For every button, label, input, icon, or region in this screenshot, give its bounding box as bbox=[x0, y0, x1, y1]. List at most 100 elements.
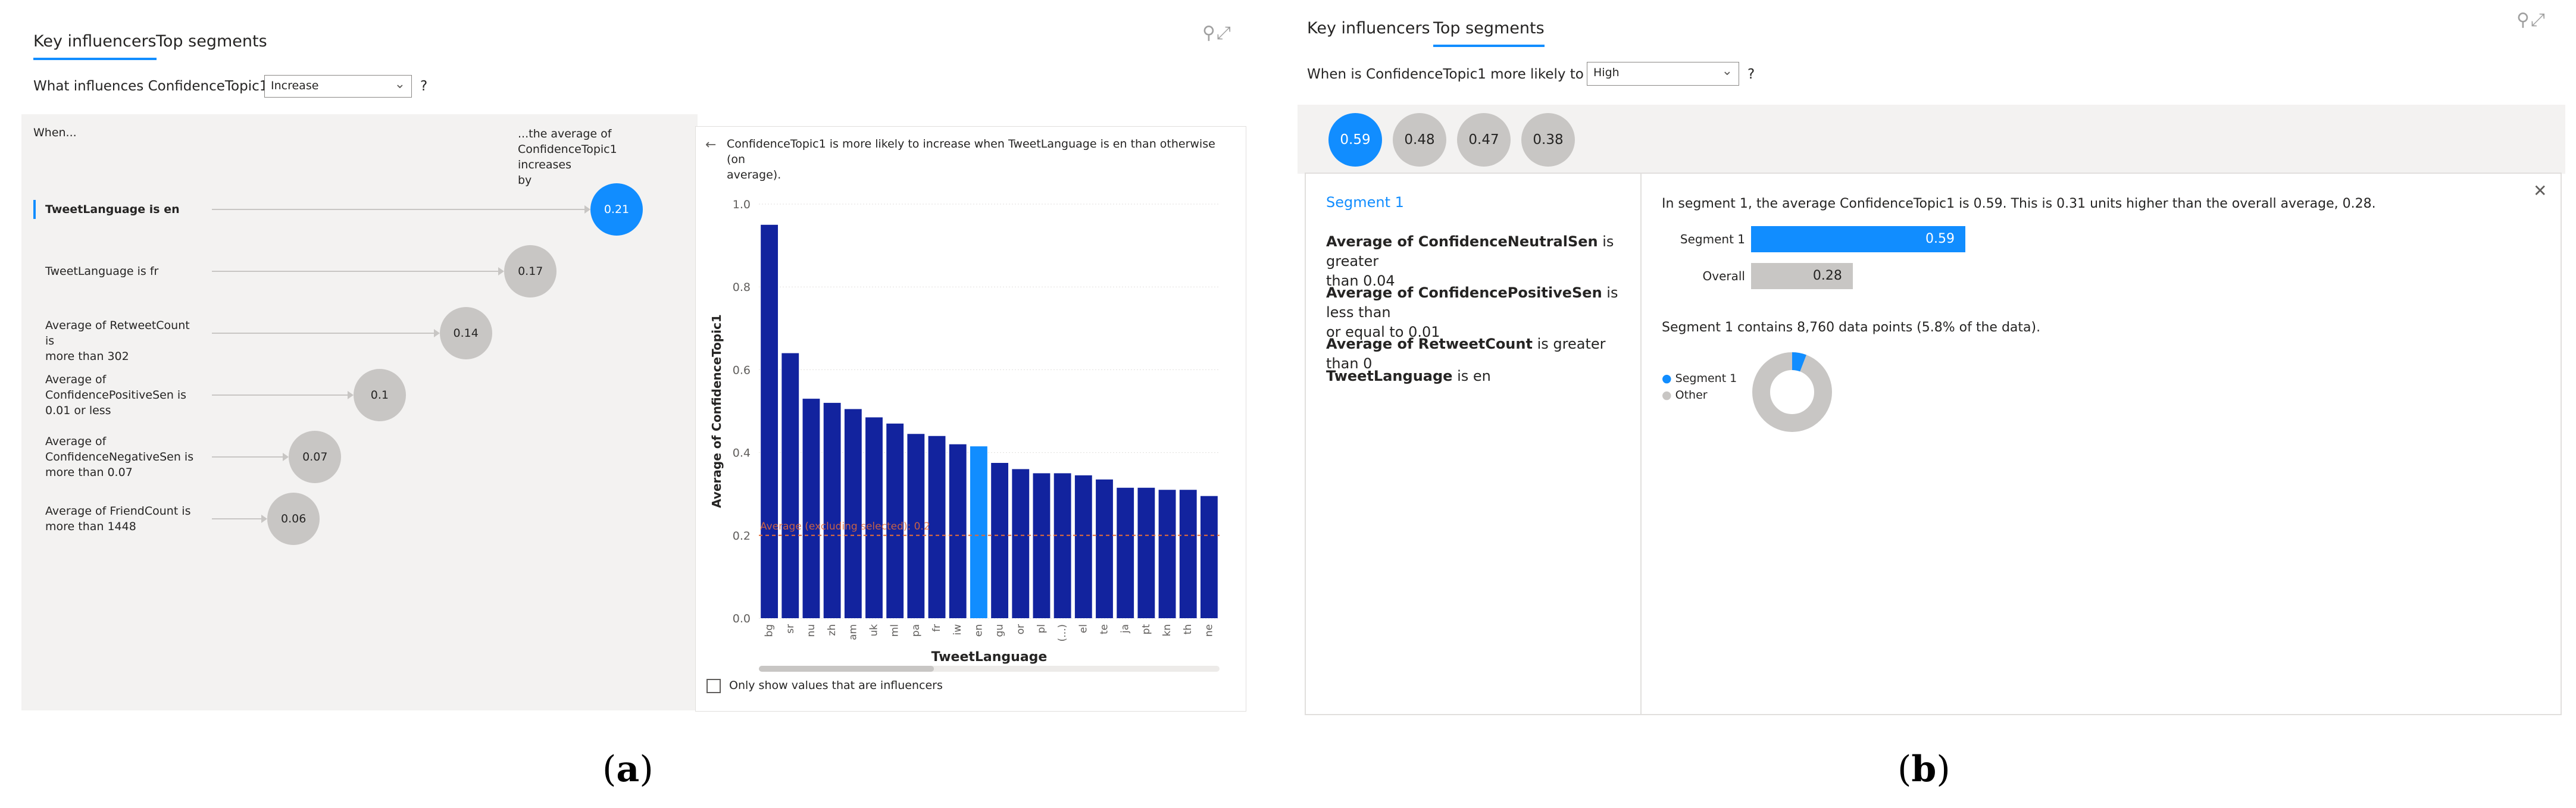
factor-connector-line bbox=[212, 456, 283, 458]
factor-label[interactable]: Average of RetweetCount is more than 302 bbox=[45, 319, 190, 363]
increase-dropdown[interactable]: Increase ⌄ bbox=[264, 75, 412, 98]
chevron-down-icon: ⌄ bbox=[394, 77, 405, 92]
segment-value-bar: 0.59 bbox=[1751, 226, 1965, 252]
bar-pa bbox=[907, 434, 925, 618]
caption-b: (b) bbox=[1897, 749, 1950, 790]
increase-by-label: ...the average of ConfidenceTopic1 incre… bbox=[518, 127, 617, 187]
segment-bubble-3[interactable]: 0.47 bbox=[1457, 113, 1511, 167]
x-tick-label: te bbox=[1099, 624, 1111, 634]
segment-summary: In segment 1, the average ConfidenceTopi… bbox=[1662, 196, 2376, 211]
arrow-right-icon bbox=[347, 391, 354, 399]
overall-value-bar: 0.28 bbox=[1751, 263, 1853, 289]
bar-gu bbox=[991, 463, 1009, 618]
x-tick-label: am bbox=[847, 624, 859, 640]
influencers-only-checkbox[interactable] bbox=[706, 679, 721, 693]
x-tick-label: or bbox=[1015, 624, 1027, 634]
influencer-detail-panel: ← ConfidenceTopic1 is more likely to inc… bbox=[695, 126, 1246, 712]
x-axis-title: TweetLanguage bbox=[931, 650, 1048, 665]
factor-label[interactable]: Average of ConfidencePositiveSen is 0.01 o… bbox=[45, 373, 187, 417]
bar-or bbox=[1012, 469, 1030, 618]
bar-sr bbox=[781, 353, 799, 618]
arrow-right-icon bbox=[261, 515, 268, 523]
x-tick-label: th bbox=[1182, 624, 1194, 634]
factor-label[interactable]: Average of FriendCount is more than 1448 bbox=[45, 505, 191, 533]
dropdown-value: Increase bbox=[271, 79, 319, 92]
bar-fr bbox=[928, 436, 946, 618]
donut-segment-arc bbox=[1752, 352, 1832, 432]
y-tick-label: 0.2 bbox=[733, 530, 751, 543]
checkbox-label: Only show values that are influencers bbox=[729, 679, 943, 692]
factor-label[interactable]: Average of ConfidenceNegativeSen is more t… bbox=[45, 435, 194, 479]
segment-condition: Average of RetweetCount is greater than … bbox=[1326, 336, 1606, 372]
factor-label[interactable]: TweetLanguage is en bbox=[45, 203, 180, 216]
factor-connector-line bbox=[212, 271, 499, 272]
y-tick-label: 1.0 bbox=[733, 198, 751, 211]
tab-top-segments[interactable]: Top segments bbox=[156, 32, 267, 51]
segment-divider bbox=[1640, 174, 1642, 714]
donut-other-arc bbox=[1752, 352, 1832, 432]
y-tick-label: 0.4 bbox=[733, 447, 751, 460]
legend-other: ● Other bbox=[1662, 389, 1708, 402]
factor-value-bubble[interactable]: 0.07 bbox=[289, 431, 342, 483]
caption-a: (a) bbox=[602, 749, 654, 790]
x-tick-label: uk bbox=[868, 624, 880, 637]
x-tick-label: kn bbox=[1161, 624, 1173, 637]
bar-ja bbox=[1117, 487, 1134, 618]
back-arrow-icon[interactable]: ← bbox=[705, 137, 717, 152]
segment-bubble-2[interactable]: 0.48 bbox=[1393, 113, 1446, 167]
bar-am bbox=[844, 409, 862, 618]
segment-detail-box bbox=[1305, 173, 2562, 715]
x-tick-label: bg bbox=[764, 624, 776, 637]
arrow-right-icon bbox=[433, 329, 440, 337]
tab-top-segments-b[interactable]: Top segments bbox=[1433, 19, 1545, 47]
when-label: When... bbox=[33, 126, 77, 139]
factor-value-bubble[interactable]: 0.17 bbox=[504, 245, 557, 297]
segment-bubble-1[interactable]: 0.59 bbox=[1328, 113, 1382, 167]
y-tick-label: 0.6 bbox=[733, 364, 751, 377]
segment-bubble-4[interactable]: 0.38 bbox=[1521, 113, 1575, 167]
x-tick-label: en bbox=[973, 624, 984, 637]
factor-connector-line bbox=[212, 518, 262, 519]
x-tick-label: ne bbox=[1203, 624, 1215, 637]
segment-bar-label: Segment 1 bbox=[1680, 232, 1745, 246]
arrow-right-icon bbox=[498, 267, 505, 275]
bar-en bbox=[970, 446, 987, 618]
segment-question: When is ConfidenceTopic1 more likely to … bbox=[1307, 67, 1605, 82]
x-tick-label: fr bbox=[931, 624, 943, 632]
expand-icon[interactable]: ⤢ bbox=[2530, 10, 2546, 30]
segment-condition: Average of ConfidencePositiveSen is less… bbox=[1326, 284, 1618, 340]
tab-key-influencers-b[interactable]: Key influencers bbox=[1307, 19, 1430, 37]
bar-chart: 0.0 0.2 0.4 0.6 0.8 1.0 bg sr nu zh am uk ml pa fr iw en… bbox=[709, 198, 1220, 672]
expand-icon[interactable]: ⤢ bbox=[1216, 23, 1232, 43]
dropdown-value: High bbox=[1593, 66, 1620, 79]
factor-value-bubble[interactable]: 0.14 bbox=[439, 307, 492, 359]
factor-value-bubble[interactable]: 0.1 bbox=[353, 369, 406, 421]
factor-label[interactable]: TweetLanguage is fr bbox=[45, 265, 159, 278]
y-tick-label: 0.0 bbox=[733, 612, 751, 625]
filter-icon[interactable]: ⚲ bbox=[2516, 10, 2531, 30]
x-tick-label: gu bbox=[994, 624, 1006, 637]
close-icon[interactable]: ✕ bbox=[2533, 181, 2547, 201]
factor-value-bubble[interactable]: 0.21 bbox=[590, 183, 643, 236]
x-tick-label: nu bbox=[805, 624, 817, 637]
tab-key-influencers[interactable]: Key influencers bbox=[33, 32, 157, 60]
filter-icon[interactable]: ⚲ bbox=[1202, 23, 1217, 43]
high-dropdown[interactable]: High ⌄ bbox=[1587, 62, 1739, 86]
factor-value-bubble[interactable]: 0.06 bbox=[267, 493, 320, 545]
factor-connector-line bbox=[212, 209, 584, 210]
x-tick-label: el bbox=[1077, 624, 1089, 633]
visual-header-icons-b[interactable]: ⚲⤢ bbox=[2516, 10, 2546, 30]
segment-donut-chart bbox=[1752, 352, 1832, 432]
legend-segment: ● Segment 1 bbox=[1662, 372, 1737, 385]
x-tick-label: pl bbox=[1036, 624, 1048, 634]
bar-ml bbox=[886, 423, 904, 618]
donut-legend: ● Segment 1 ● Other bbox=[1662, 370, 1737, 403]
factor-connector-line bbox=[212, 333, 434, 334]
x-tick-label: zh bbox=[826, 624, 838, 636]
overall-bar-label: Overall bbox=[1702, 269, 1745, 283]
help-icon-b[interactable]: ? bbox=[1747, 67, 1755, 82]
help-icon[interactable]: ? bbox=[420, 79, 428, 94]
x-tick-label: pa bbox=[910, 624, 922, 637]
visual-header-icons[interactable]: ⚲⤢ bbox=[1202, 23, 1232, 43]
